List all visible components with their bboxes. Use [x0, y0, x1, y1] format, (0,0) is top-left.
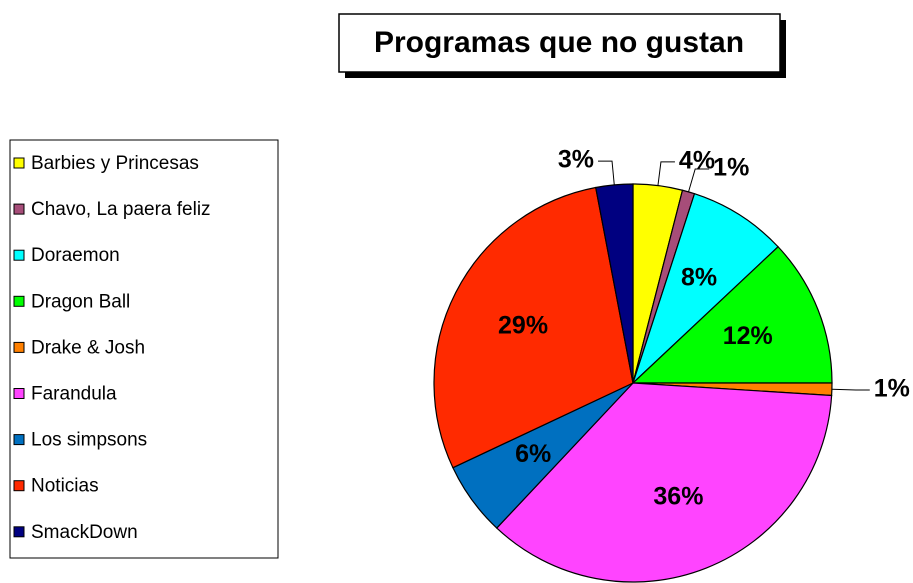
legend-label: Dragon Ball — [31, 291, 130, 312]
leader-line — [831, 388, 870, 391]
legend-label: Drake & Josh — [31, 337, 145, 358]
slice-label: 1% — [713, 154, 749, 182]
pie-slice — [632, 192, 779, 384]
legend-swatch — [13, 341, 25, 353]
slice-label: 12% — [723, 322, 773, 350]
legend-label: Chavo, La paera feliz — [31, 199, 211, 220]
leader-line — [598, 160, 615, 185]
leader-line — [657, 161, 675, 186]
slice-label: 29% — [498, 312, 548, 340]
pie-slice — [595, 183, 634, 384]
slice-label: 3% — [558, 146, 594, 174]
legend-swatch — [13, 249, 25, 261]
legend-swatch — [13, 480, 25, 492]
legend-label: Barbies y Princesas — [31, 153, 199, 174]
slice-label: 1% — [874, 375, 910, 403]
slice-label: 6% — [515, 440, 551, 468]
slice-label: 36% — [653, 482, 703, 510]
legend-label: Doraemon — [31, 245, 120, 266]
slice-label: 4% — [679, 146, 715, 174]
legend-swatch — [13, 157, 25, 169]
chart-title: Programas que no gustan — [374, 26, 744, 59]
legend-label: SmackDown — [31, 522, 138, 543]
legend-swatch — [13, 203, 25, 215]
legend-label: Noticias — [31, 476, 99, 497]
legend-label: Farandula — [31, 384, 117, 405]
slice-label: 8% — [681, 263, 717, 291]
legend-swatch — [13, 388, 25, 399]
legend-swatch — [13, 526, 25, 538]
legend-swatch — [13, 295, 25, 307]
leader-line — [688, 168, 710, 193]
legend-label: Los simpsons — [31, 430, 147, 451]
title-box — [338, 13, 781, 73]
legend-box — [9, 139, 279, 559]
pie-slice — [433, 186, 634, 469]
pie-slice — [631, 245, 833, 384]
pie-slice — [495, 382, 833, 583]
legend-swatch — [13, 434, 25, 446]
